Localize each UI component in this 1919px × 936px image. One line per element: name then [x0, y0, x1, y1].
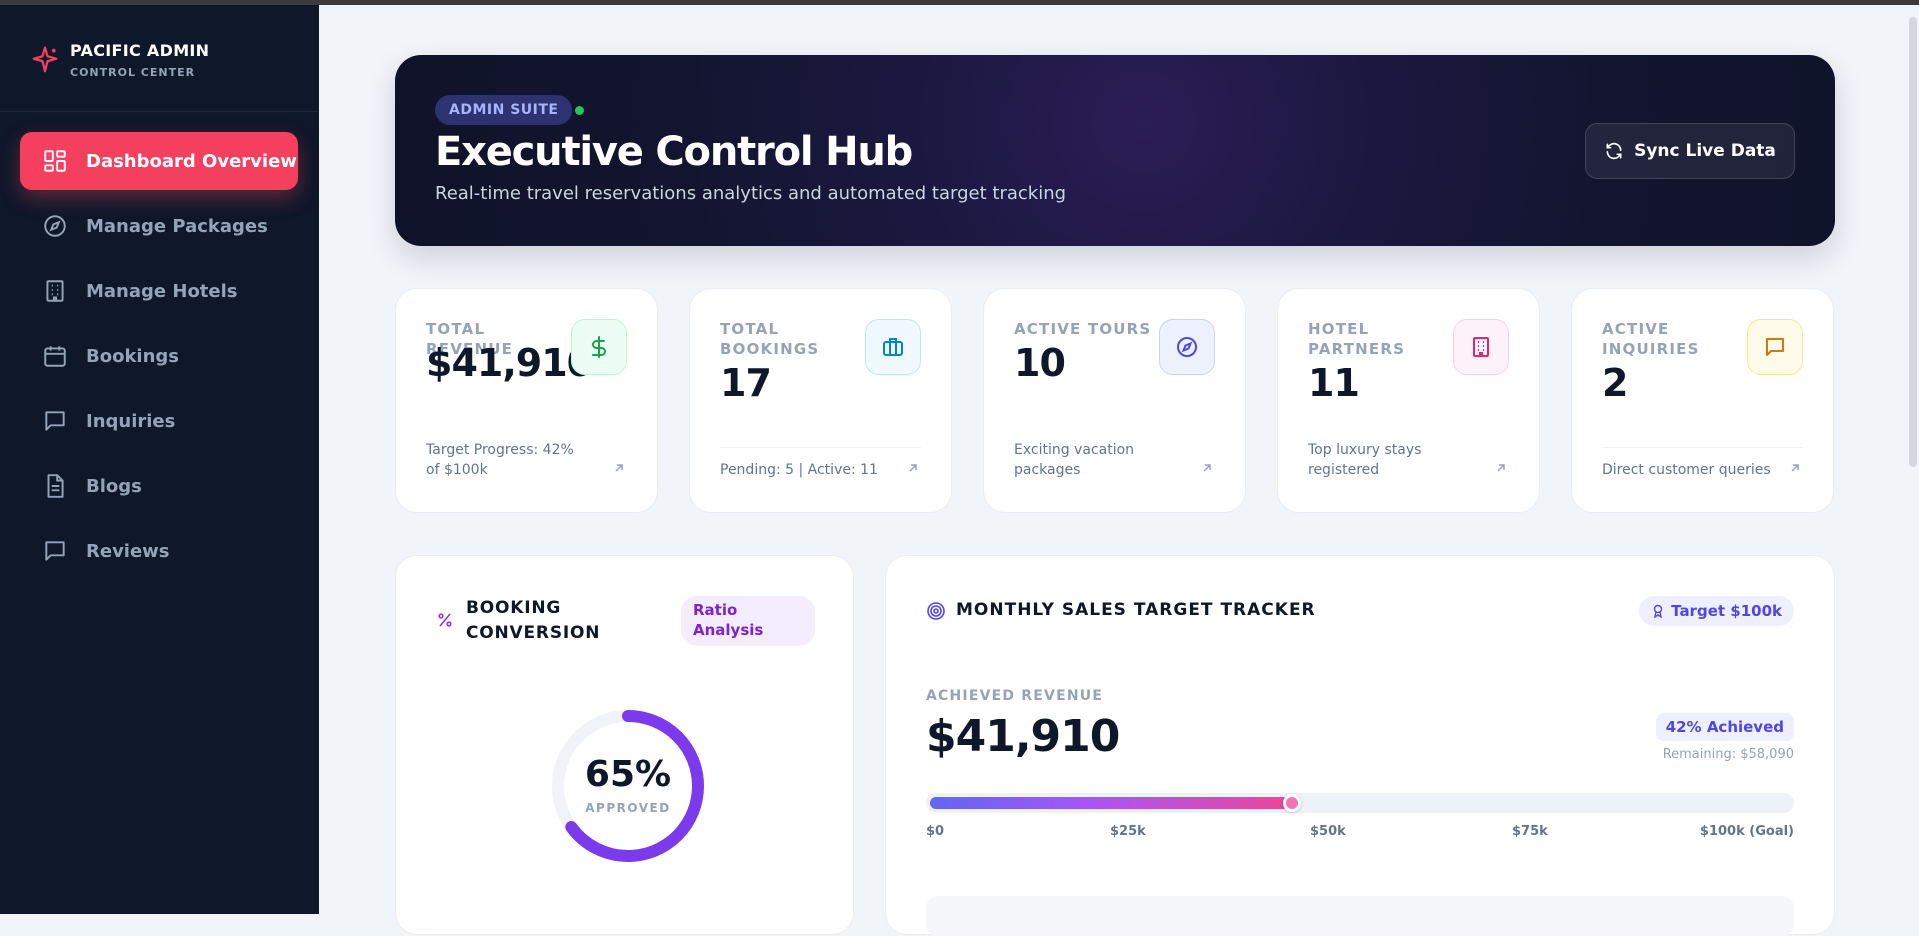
stat-card-total-revenue[interactable]: TOTAL REVENUE $41,910 Target Progress: 4…	[395, 288, 658, 513]
stat-footer: Target Progress: 42% of $100k	[426, 442, 574, 478]
sidebar-item-manage-hotels[interactable]: Manage Hotels	[20, 262, 298, 320]
hero-banner: ADMIN SUITE Executive Control Hub Real-t…	[395, 55, 1835, 246]
target-progress-bar	[926, 793, 1794, 813]
sidebar-item-label: Blogs	[86, 475, 142, 497]
stat-value: 11	[1308, 361, 1360, 405]
message-icon	[1747, 319, 1803, 375]
conversion-donut	[552, 710, 704, 862]
achieved-label: ACHIEVED REVENUE	[926, 688, 1104, 704]
tick-label: $75k	[1512, 824, 1548, 839]
stat-value: 2	[1602, 361, 1628, 405]
dollar-icon	[571, 319, 627, 375]
window-top-bar	[0, 0, 1919, 5]
card-title: BOOKING CONVERSION	[466, 598, 601, 643]
compass-icon	[1159, 319, 1215, 375]
tick-label: $50k	[1310, 824, 1346, 839]
tick-label: $0	[926, 824, 945, 839]
sidebar-item-label: Bookings	[86, 345, 180, 367]
message-icon	[45, 541, 65, 561]
sidebar-item-manage-packages[interactable]: Manage Packages	[20, 197, 298, 255]
sidebar-nav: Dashboard Overview Manage Packages Manag…	[20, 132, 298, 587]
conversion-caption: APPROVED	[585, 801, 671, 815]
sidebar: PACIFIC ADMIN CONTROL CENTER Dashboard O…	[0, 5, 319, 914]
divider	[1602, 447, 1803, 448]
sidebar-item-label: Reviews	[86, 540, 170, 562]
stat-card-active-tours[interactable]: ACTIVE TOURS 10 Exciting vacation packag…	[983, 288, 1246, 513]
sales-target-tracker-card: MONTHLY SALES TARGET TRACKER Target $100…	[885, 555, 1835, 936]
sidebar-item-blogs[interactable]: Blogs	[20, 457, 298, 515]
arrow-up-right-icon[interactable]	[1789, 462, 1801, 474]
progress-knob	[1283, 794, 1301, 812]
building-icon	[1453, 319, 1509, 375]
briefcase-icon	[865, 319, 921, 375]
sidebar-item-reviews[interactable]: Reviews	[20, 522, 298, 580]
message-icon	[45, 411, 65, 431]
progress-fill	[930, 797, 1289, 809]
sidebar-item-label: Manage Packages	[86, 215, 268, 237]
divider	[720, 447, 921, 448]
sidebar-item-label: Inquiries	[86, 410, 176, 432]
stat-card-hotel-partners[interactable]: HOTEL PARTNERS 11 Top luxury stays regis…	[1277, 288, 1540, 513]
stat-label: ACTIVE INQUIRIES	[1602, 320, 1700, 358]
arrow-up-right-icon[interactable]	[907, 462, 919, 474]
page-title: Executive Control Hub	[435, 129, 913, 175]
sync-label: Sync Live Data	[1634, 141, 1776, 161]
stat-footer: Pending: 5 | Active: 11	[720, 462, 878, 478]
sidebar-item-bookings[interactable]: Bookings	[20, 327, 298, 385]
tick-label: $100k (Goal)	[1699, 824, 1794, 839]
page-subtitle: Real-time travel reservations analytics …	[435, 183, 1067, 204]
document-icon	[47, 474, 64, 498]
dashboard-icon	[44, 150, 66, 172]
refresh-icon	[1606, 142, 1622, 160]
stat-label: TOTAL REVENUE	[426, 320, 514, 358]
building-icon	[46, 280, 64, 302]
stat-footer: Top luxury stays registered	[1308, 442, 1422, 478]
sync-live-data-button[interactable]: Sync Live Data	[1585, 123, 1795, 179]
stat-footer: Direct customer queries	[1602, 462, 1771, 478]
remaining-text: Remaining: $58,090	[1662, 747, 1794, 762]
stat-label: TOTAL BOOKINGS	[720, 320, 820, 358]
stat-value: 17	[720, 361, 772, 405]
stat-label: ACTIVE TOURS	[1014, 320, 1152, 338]
target-badge-label: Target $100k	[1671, 602, 1782, 620]
page-scrollbar[interactable]	[1907, 5, 1919, 914]
stat-card-active-inquiries[interactable]: ACTIVE INQUIRIES 2 Direct customer queri…	[1571, 288, 1834, 513]
arrow-up-right-icon[interactable]	[1201, 462, 1213, 474]
arrow-up-right-icon[interactable]	[613, 462, 625, 474]
brand-subtitle: CONTROL CENTER	[70, 66, 196, 79]
live-status-dot	[575, 106, 584, 115]
stat-label: HOTEL PARTNERS	[1308, 320, 1406, 358]
stat-footer: Exciting vacation packages	[1014, 442, 1135, 478]
donut-arc	[552, 710, 704, 862]
stat-card-total-bookings[interactable]: TOTAL BOOKINGS 17 Pending: 5 | Active: 1…	[689, 288, 952, 513]
brand[interactable]: PACIFIC ADMIN CONTROL CENTER	[30, 41, 209, 79]
award-icon	[1653, 604, 1663, 618]
calendar-icon	[44, 346, 66, 367]
ratio-analysis-badge: Ratio Analysis	[681, 596, 815, 646]
target-icon	[927, 602, 945, 620]
booking-conversion-card: BOOKING CONVERSION Ratio Analysis 65% AP…	[395, 555, 854, 935]
tick-label: $25k	[1110, 824, 1146, 839]
achieved-percent-badge: 42% Achieved	[1655, 713, 1794, 741]
progress-scale: $0 $25k $50k $75k $100k (Goal)	[926, 824, 1794, 842]
stat-value: 10	[1014, 341, 1066, 385]
arrow-up-right-icon[interactable]	[1495, 462, 1507, 474]
sidebar-item-dashboard-overview[interactable]: Dashboard Overview	[20, 132, 298, 190]
percent-icon	[438, 613, 452, 627]
conversion-value: 65%	[584, 754, 672, 795]
achieved-value: $41,910	[926, 711, 1120, 762]
sparkle-icon	[32, 46, 58, 73]
tracker-detail-panel	[926, 896, 1794, 936]
admin-suite-badge: ADMIN SUITE	[435, 95, 573, 125]
stat-value: $41,910	[426, 341, 593, 385]
brand-title: PACIFIC ADMIN	[70, 41, 210, 60]
divider	[0, 111, 319, 112]
sidebar-item-label: Manage Hotels	[86, 280, 238, 302]
sidebar-item-label: Dashboard Overview	[86, 150, 297, 172]
scrollbar-thumb[interactable]	[1909, 17, 1917, 467]
compass-icon	[44, 215, 66, 237]
card-title: MONTHLY SALES TARGET TRACKER	[956, 600, 1316, 620]
sidebar-item-inquiries[interactable]: Inquiries	[20, 392, 298, 450]
target-badge: Target $100k	[1639, 596, 1794, 626]
